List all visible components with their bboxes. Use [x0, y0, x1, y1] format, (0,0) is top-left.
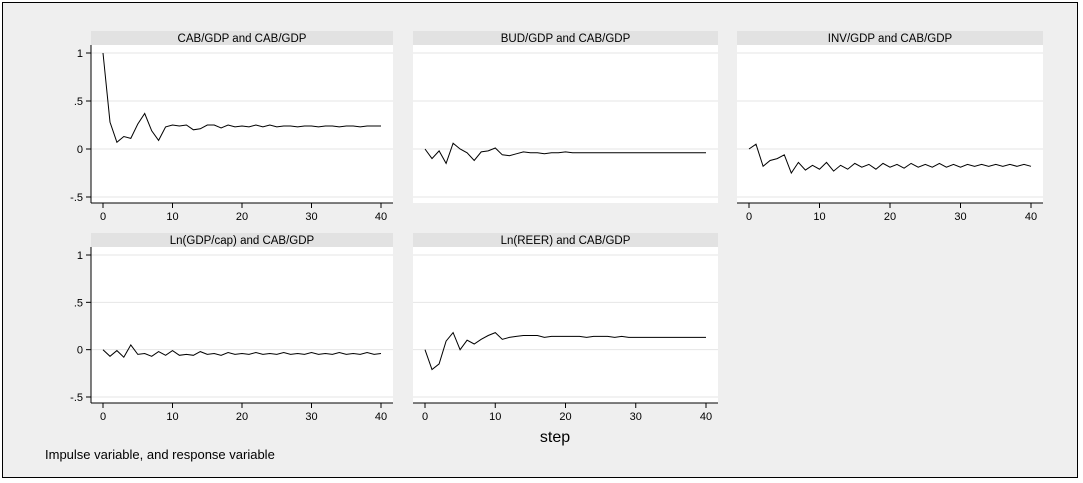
panel-2: BUD/GDP and CAB/GDP [413, 31, 718, 203]
panels: CAB/GDP and CAB/GDP-.50.510 10 20 30 40BUD/G… [70, 31, 1043, 423]
x-tick-label: 30 [305, 211, 317, 223]
x-tick-label: 40 [375, 411, 387, 423]
y-tick-label: .5 [74, 297, 83, 309]
panel-title: Ln(REER) and CAB/GDP [501, 235, 631, 247]
panel-title: INV/GDP and CAB/GDP [828, 33, 953, 45]
x-tick-label: 20 [559, 411, 571, 423]
series-line [748, 143, 1032, 175]
x-tick-label: 40 [375, 211, 387, 223]
y-tick-label: -.5 [70, 392, 83, 404]
panel-title-strip [91, 31, 393, 45]
series-line [424, 142, 706, 165]
x-tick-label: 30 [630, 411, 642, 423]
x-tick-label: 10 [489, 411, 501, 423]
x-tick-label: 20 [236, 411, 248, 423]
x-tick-label: 40 [1025, 211, 1037, 223]
x-tick-label: 10 [166, 211, 178, 223]
plot-area [91, 45, 393, 203]
y-tick-label: .5 [74, 96, 83, 108]
series-line [424, 331, 706, 371]
panel-4: Ln(GDP/cap) and CAB/GDP-.50.510 10 20 30 40 [70, 233, 393, 423]
y-tick-label: 0 [77, 345, 83, 357]
graph-combine: CAB/GDP and CAB/GDP-.50.510 10 20 30 40BUD/G… [45, 31, 1043, 462]
x-tick-label: 10 [813, 211, 825, 223]
y-tick-label: 1 [77, 48, 83, 60]
y-tick-label: 1 [77, 250, 83, 262]
panel-1: CAB/GDP and CAB/GDP-.50.510 10 20 30 40 [70, 31, 393, 223]
panel-title: Ln(GDP/cap) and CAB/GDP [170, 235, 315, 247]
figure-note: Impulse variable, and response variable [45, 447, 275, 462]
x-tick-label: 40 [700, 411, 712, 423]
plot-area [413, 45, 718, 203]
panel-title: CAB/GDP and CAB/GDP [178, 33, 307, 45]
x-tick-label: 0 [746, 211, 752, 223]
panel-3: INV/GDP and CAB/GDP 0 10 20 30 40 [737, 31, 1043, 223]
series-line [102, 52, 381, 144]
x-tick-label: 20 [236, 211, 248, 223]
panel-5: Ln(REER) and CAB/GDP 0 10 20 30 40 [413, 233, 718, 423]
x-axis-title: step [540, 429, 570, 446]
panel-title-strip [737, 31, 1043, 45]
figure: CAB/GDP and CAB/GDP -.5 0.5 1 0 10 20 30 40 BUD/G… [2, 2, 1078, 478]
panel-title: BUD/GDP and CAB/GDP [501, 33, 631, 45]
panel-title-strip [413, 31, 718, 45]
x-tick-label: 30 [954, 211, 966, 223]
x-tick-label: 20 [884, 211, 896, 223]
x-tick-label: 0 [422, 411, 428, 423]
x-tick-label: 30 [305, 411, 317, 423]
panel-title-strip [413, 233, 718, 247]
plot-area [413, 247, 718, 403]
x-tick-label: 10 [166, 411, 178, 423]
x-tick-label: 0 [100, 411, 106, 423]
y-tick-label: -.5 [70, 192, 83, 204]
panel-title-strip [91, 233, 393, 247]
y-tick-label: 0 [77, 144, 83, 156]
plot-area [737, 45, 1043, 203]
plot-area [91, 247, 393, 403]
x-tick-label: 0 [100, 211, 106, 223]
series-line [102, 343, 382, 359]
